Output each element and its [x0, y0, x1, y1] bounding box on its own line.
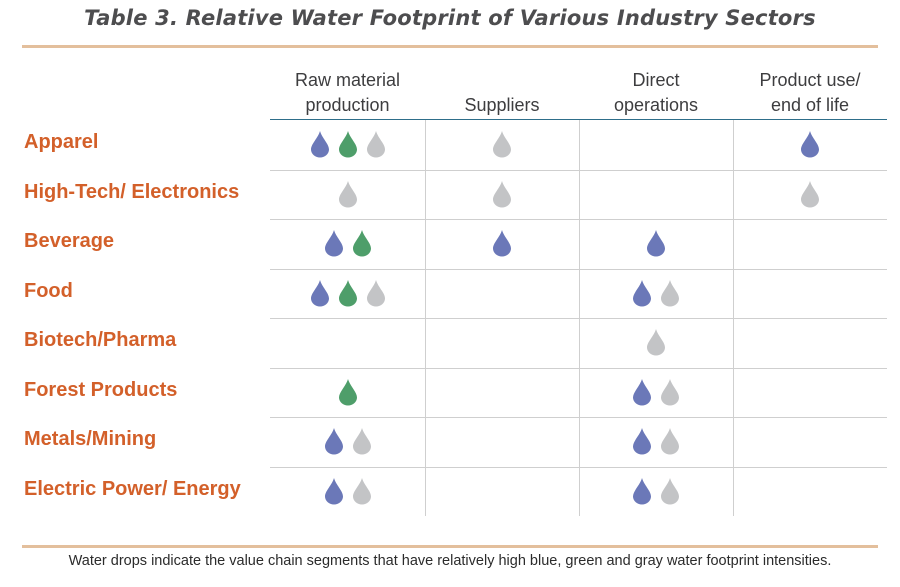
table-cell: [425, 417, 579, 465]
row-divider: [270, 268, 887, 270]
table-cell: [425, 467, 579, 515]
water-drop-icon: [338, 279, 357, 306]
table-cell: [425, 120, 579, 168]
row-label: Electric Power/ Energy: [24, 477, 241, 500]
water-drop-icon: [493, 131, 511, 158]
table-cell: [270, 219, 425, 267]
row-label: Food: [24, 279, 73, 302]
column-header-line2: production: [305, 95, 390, 115]
top-rule: [22, 45, 878, 48]
column-header: Direct operations: [579, 66, 733, 118]
table-cell: [733, 417, 887, 465]
row-label: High-Tech/ Electronics: [24, 180, 240, 203]
column-header-line1: Product use/: [759, 70, 861, 90]
row-label: Apparel: [24, 131, 99, 153]
water-drop-icon: [366, 279, 385, 306]
table-cell: [270, 368, 425, 416]
table-cell: [270, 120, 425, 168]
header-divider: [270, 119, 887, 120]
table-cell: [733, 219, 887, 267]
row-divider: [270, 318, 887, 319]
water-drop-icon: [661, 279, 679, 306]
water-drop-icon: [633, 378, 651, 405]
column-header: Suppliers: [425, 66, 579, 118]
row-label: Forest Products: [24, 378, 178, 401]
table-cell: [425, 318, 579, 366]
row-divider: [270, 417, 887, 418]
table-cell: [270, 269, 425, 317]
table-cell: [270, 417, 425, 465]
water-drop-icon: [352, 428, 371, 455]
row-divider: [270, 367, 887, 369]
column-header-line2: end of life: [770, 95, 850, 115]
row-label: Metals/Mining: [24, 428, 157, 450]
column-header-text: Raw material production: [295, 68, 400, 118]
water-drop-icon: [801, 131, 819, 158]
footnote: Water drops indicate the value chain seg…: [68, 553, 832, 569]
table-cell: [425, 368, 579, 416]
table-cell: [733, 170, 887, 218]
row-divider: [270, 169, 887, 171]
water-drop-icon: [324, 428, 343, 455]
table-cell: [579, 170, 733, 218]
water-drop-icon: [801, 180, 819, 207]
water-drop-icon: [633, 428, 651, 455]
column-header-text: Direct operations: [614, 68, 698, 118]
table-cell: [425, 269, 579, 317]
table-cell: [579, 269, 733, 317]
table-cell: [579, 120, 733, 168]
water-drop-icon: [352, 477, 371, 504]
table-cell: [733, 120, 887, 168]
water-drop-icon: [338, 180, 357, 207]
water-drop-icon: [338, 131, 357, 158]
table-cell: [579, 318, 733, 366]
table-cell: [579, 417, 733, 465]
table-cell: [733, 269, 887, 317]
water-drop-icon: [661, 378, 679, 405]
table-cell: [579, 219, 733, 267]
table-cell: [270, 467, 425, 515]
table-cell: [270, 170, 425, 218]
table-cell: [425, 170, 579, 218]
water-drop-icon: [661, 428, 679, 455]
row-divider: [270, 219, 887, 220]
water-drop-icon: [493, 180, 511, 207]
water-drop-icon: [647, 329, 665, 356]
table-title: Table 3. Relative Water Footprint of Var…: [84, 6, 816, 30]
column-header: Raw material production: [270, 66, 425, 118]
water-drop-icon: [661, 477, 679, 504]
column-header-line1: Direct: [632, 70, 680, 90]
table-cell: [579, 368, 733, 416]
water-drop-icon: [324, 230, 343, 257]
table-cell: [579, 467, 733, 515]
row-label: Beverage: [24, 230, 115, 252]
water-drop-icon: [647, 230, 665, 257]
column-header-text: Product use/end of life: [759, 68, 860, 118]
table-cell: [425, 219, 579, 267]
water-drop-icon: [633, 279, 651, 306]
water-drop-icon: [310, 279, 329, 306]
table-cell: [733, 368, 887, 416]
column-header-text: Suppliers: [464, 93, 539, 118]
water-drop-icon: [366, 131, 385, 158]
row-divider: [270, 466, 887, 468]
water-drop-icon: [493, 230, 511, 257]
water-drop-icon: [633, 477, 651, 504]
column-header-line1: Raw material: [294, 70, 401, 90]
column-header-line2: Suppliers: [464, 95, 540, 115]
bottom-rule: [22, 545, 878, 548]
table-cell: [733, 467, 887, 515]
water-drop-icon: [324, 477, 343, 504]
water-drop-icon: [352, 230, 371, 257]
row-label: Biotech/Pharma: [24, 329, 177, 351]
water-drop-icon: [338, 378, 357, 405]
water-drop-icon: [310, 131, 329, 158]
table-cell: [270, 318, 425, 366]
table-cell: [733, 318, 887, 366]
column-header: Product use/end of life: [733, 66, 887, 118]
column-header-line2: operations: [613, 95, 699, 115]
